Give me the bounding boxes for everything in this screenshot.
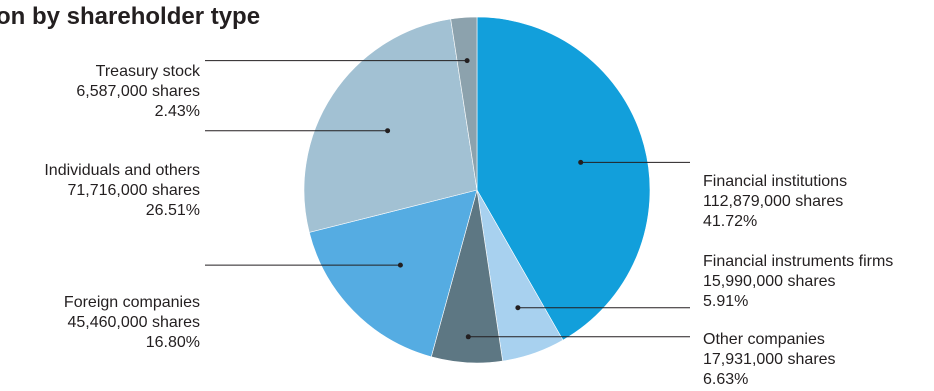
slice-name: Individuals and others bbox=[44, 162, 200, 179]
slice-shares: 45,460,000 shares bbox=[67, 314, 200, 331]
slice-name: Financial instruments firms bbox=[703, 253, 894, 270]
leader-dot bbox=[515, 305, 521, 311]
slice-percent: 16.80% bbox=[145, 334, 200, 351]
pie-slice-individuals-and-others bbox=[303, 18, 478, 233]
slice-shares: 6,587,000 shares bbox=[76, 83, 200, 100]
leader-dot bbox=[465, 334, 471, 340]
label-other-companies: Other companies 17,931,000 shares 6.63% bbox=[703, 330, 836, 390]
slice-shares: 17,931,000 shares bbox=[703, 351, 836, 368]
slice-percent: 41.72% bbox=[703, 213, 758, 230]
label-treasury-stock: Treasury stock 6,587,000 shares 2.43% bbox=[76, 62, 200, 122]
slice-shares: 71,716,000 shares bbox=[67, 182, 200, 199]
pie-slice-financial-institutions bbox=[476, 16, 651, 341]
slice-name: Foreign companies bbox=[63, 294, 200, 311]
slice-percent: 6.63% bbox=[703, 371, 749, 388]
slice-percent: 5.91% bbox=[703, 293, 749, 310]
slice-shares: 112,879,000 shares bbox=[703, 193, 844, 210]
label-financial-instruments-firms: Financial instruments firms 15,990,000 s… bbox=[703, 252, 893, 312]
label-financial-institutions: Financial institutions 112,879,000 share… bbox=[703, 172, 847, 232]
slice-shares: 15,990,000 shares bbox=[703, 273, 836, 290]
leader-dot bbox=[464, 58, 470, 64]
slice-name: Other companies bbox=[703, 331, 825, 348]
leader-dot bbox=[578, 159, 584, 165]
chart-title: on by shareholder type bbox=[0, 3, 261, 30]
label-foreign-companies: Foreign companies 45,460,000 shares 16.8… bbox=[64, 293, 200, 353]
leader-dot bbox=[385, 128, 391, 134]
slice-name: Treasury stock bbox=[95, 63, 200, 80]
slice-percent: 2.43% bbox=[154, 103, 200, 120]
slice-name: Financial institutions bbox=[703, 173, 848, 190]
label-individuals-and-others: Individuals and others 71,716,000 shares… bbox=[44, 161, 200, 221]
slice-percent: 26.51% bbox=[145, 202, 200, 219]
leader-dot bbox=[397, 262, 403, 268]
pie-slice-foreign-companies bbox=[308, 189, 478, 358]
